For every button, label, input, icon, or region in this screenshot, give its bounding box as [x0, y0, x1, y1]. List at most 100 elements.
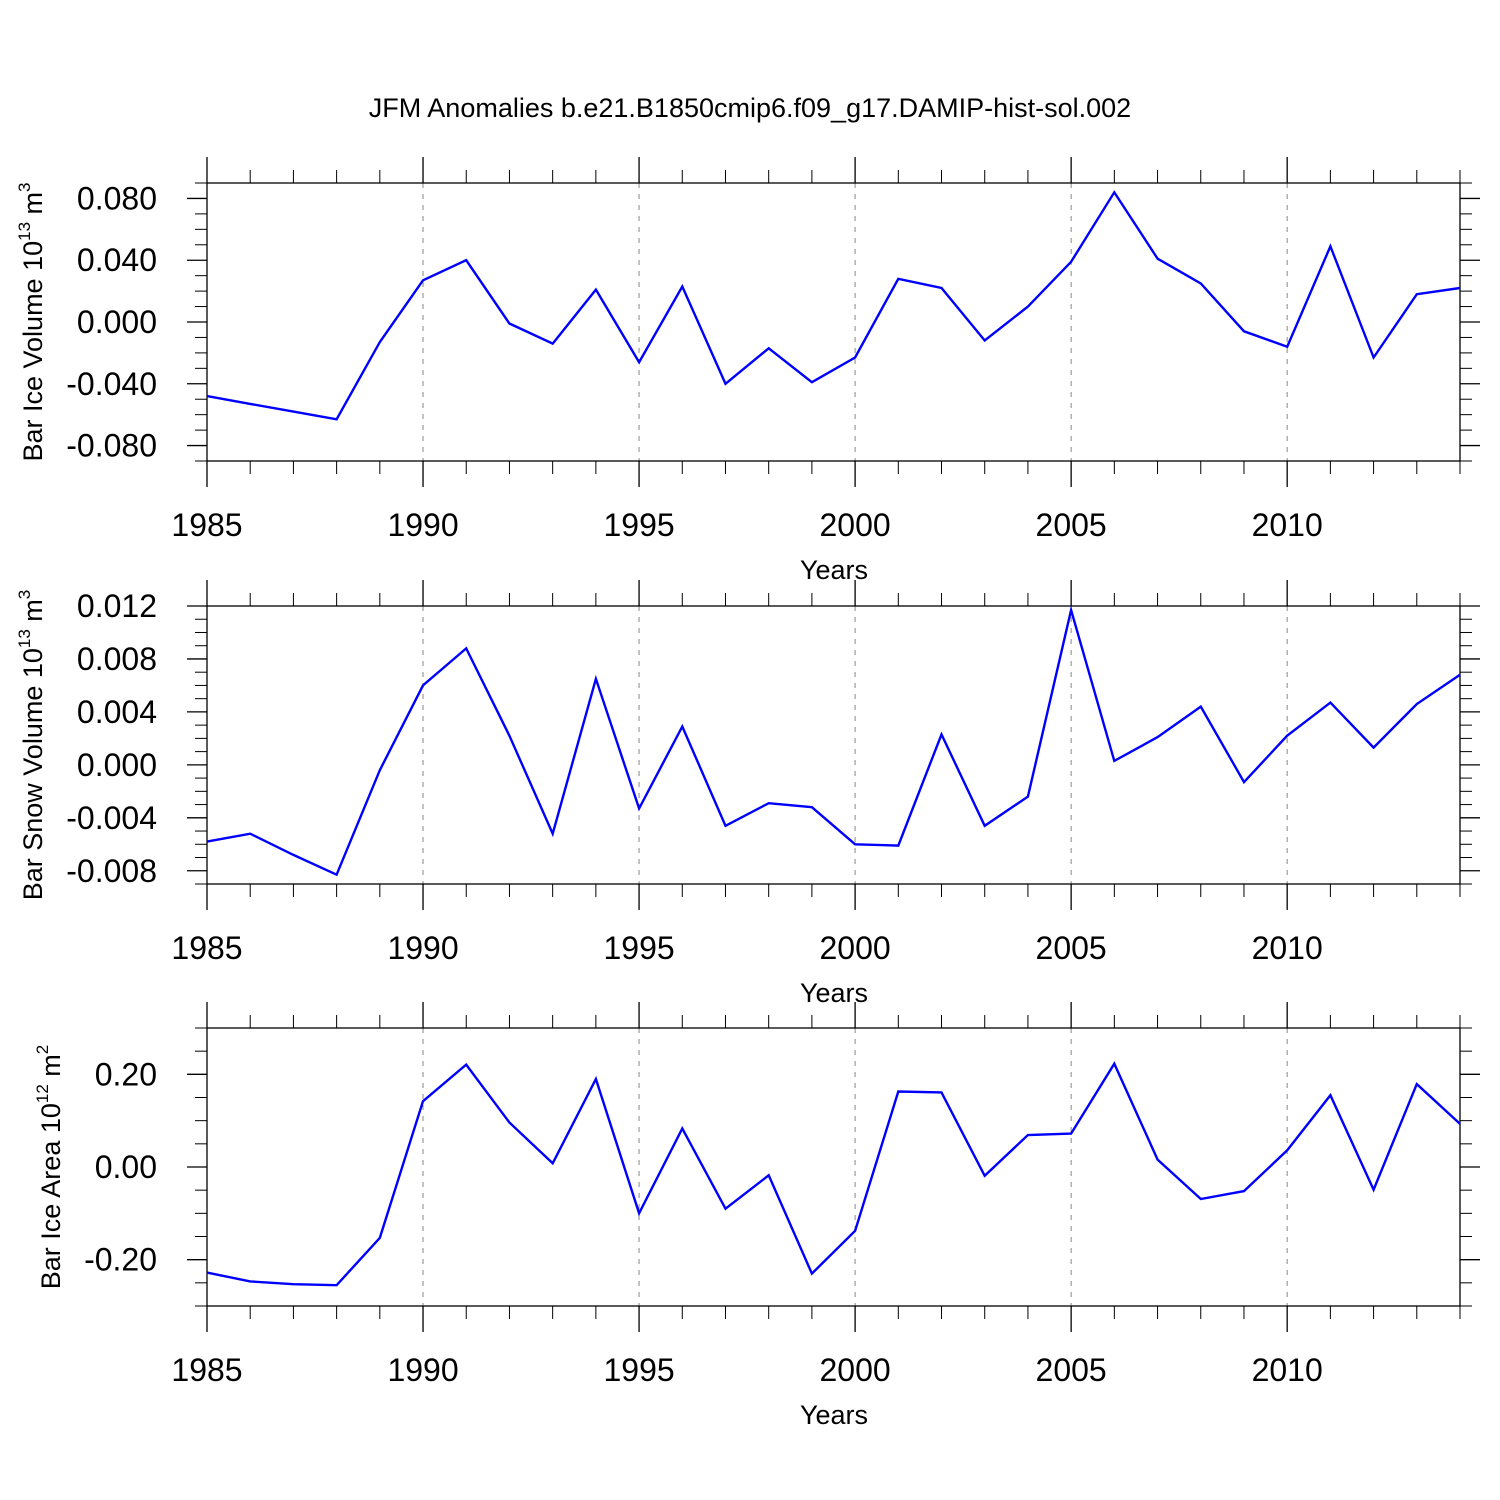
- data-point: [507, 1121, 511, 1125]
- data-point: [1069, 260, 1073, 264]
- x-tick-label: 2000: [820, 1352, 891, 1388]
- y-tick-label: 0.000: [77, 304, 157, 340]
- x-tick-label: 2010: [1252, 930, 1323, 966]
- data-point: [1415, 292, 1419, 296]
- y-axis-title: Bar Ice Volume 1013 m3: [15, 182, 48, 461]
- data-point: [378, 340, 382, 344]
- y-tick-label: 0.012: [77, 588, 157, 624]
- data-point: [1415, 1082, 1419, 1086]
- data-point: [205, 394, 209, 398]
- data-point: [1458, 1122, 1462, 1126]
- x-tick-label: 1990: [387, 507, 458, 543]
- data-point: [1156, 735, 1160, 739]
- plot-frame: [206, 605, 1461, 885]
- y-tick-label: -0.004: [66, 800, 157, 836]
- x-tick-label: 2010: [1252, 507, 1323, 543]
- data-point: [637, 360, 641, 364]
- data-point: [464, 646, 468, 650]
- chart-title: JFM Anomalies b.e21.B1850cmip6.f09_g17.D…: [368, 93, 1132, 123]
- data-point: [551, 832, 555, 836]
- data-point: [853, 842, 857, 846]
- data-point: [896, 844, 900, 848]
- x-tick-label: 1985: [171, 1352, 242, 1388]
- data-point: [594, 1077, 598, 1081]
- data-point: [767, 346, 771, 350]
- data-point: [1069, 1132, 1073, 1136]
- data-point: [810, 380, 814, 384]
- data-point: [940, 732, 944, 736]
- data-point: [335, 873, 339, 877]
- data-point: [983, 824, 987, 828]
- x-axis-title: Years: [800, 1400, 868, 1430]
- data-point: [291, 1282, 295, 1286]
- data-point: [680, 724, 684, 728]
- data-point: [248, 1279, 252, 1283]
- data-point: [1458, 286, 1462, 290]
- data-point: [1156, 257, 1160, 261]
- data-point: [291, 853, 295, 857]
- x-axis-title: Years: [800, 978, 868, 1008]
- plot-frame: [206, 1027, 1461, 1307]
- data-point: [637, 1211, 641, 1215]
- data-point: [940, 286, 944, 290]
- data-point: [1328, 1093, 1332, 1097]
- data-point: [1372, 356, 1376, 360]
- x-axis-title: Years: [800, 555, 868, 585]
- data-point: [248, 832, 252, 836]
- data-point: [767, 1173, 771, 1177]
- x-tick-label: 1990: [387, 930, 458, 966]
- x-tick-label: 2005: [1036, 507, 1107, 543]
- x-tick-label: 1995: [603, 1352, 674, 1388]
- data-point: [1156, 1158, 1160, 1162]
- data-point: [1026, 305, 1030, 309]
- data-point: [507, 734, 511, 738]
- y-tick-label: 0.040: [77, 242, 157, 278]
- data-point: [205, 840, 209, 844]
- data-point: [637, 807, 641, 811]
- y-tick-label: 0.080: [77, 180, 157, 216]
- data-point: [421, 683, 425, 687]
- data-point: [248, 402, 252, 406]
- data-point: [1199, 1197, 1203, 1201]
- data-point: [551, 1161, 555, 1165]
- data-point: [421, 1099, 425, 1103]
- series-line: [206, 605, 1461, 877]
- y-tick-label: 0.00: [95, 1149, 157, 1185]
- data-point: [464, 258, 468, 262]
- y-tick-label: 0.20: [95, 1056, 157, 1092]
- data-point: [1026, 1133, 1030, 1137]
- data-point: [205, 1271, 209, 1275]
- y-tick-label: -0.008: [66, 853, 157, 889]
- x-tick-label: 1995: [603, 930, 674, 966]
- series-line: [206, 190, 1461, 421]
- data-point: [1415, 702, 1419, 706]
- data-point: [1242, 329, 1246, 333]
- data-point: [464, 1063, 468, 1067]
- data-point: [1112, 1062, 1116, 1066]
- data-point: [896, 277, 900, 281]
- data-point: [1372, 1188, 1376, 1192]
- y-tick-label: 0.008: [77, 641, 157, 677]
- data-point: [767, 801, 771, 805]
- ice-volume-panel: 1985 1990 1995 2000 2005 2010 Years -0.080 -0.04…: [15, 157, 1480, 585]
- data-point: [1242, 1189, 1246, 1193]
- data-point: [291, 410, 295, 414]
- data-point: [1285, 345, 1289, 349]
- ice-area-panel: 1985 1990 1995 2000 2005 2010 Years -0.20 0.00 0.…: [33, 1002, 1480, 1430]
- data-point: [1026, 795, 1030, 799]
- snow-volume-panel: 1985 1990 1995 2000 2005 2010 Years -0.008 -0.00…: [15, 580, 1480, 1008]
- x-tick-label: 2010: [1252, 1352, 1323, 1388]
- data-point: [551, 342, 555, 346]
- data-point: [1112, 190, 1116, 194]
- data-point: [810, 1272, 814, 1276]
- data-point: [1372, 746, 1376, 750]
- x-tick-label: 1990: [387, 1352, 458, 1388]
- series-line: [206, 1061, 1461, 1287]
- data-point: [594, 288, 598, 292]
- y-axis-title: Bar Snow Volume 1013 m3: [15, 590, 48, 901]
- data-point: [983, 339, 987, 343]
- data-point: [1242, 780, 1246, 784]
- data-point: [1285, 734, 1289, 738]
- x-tick-label: 2000: [820, 507, 891, 543]
